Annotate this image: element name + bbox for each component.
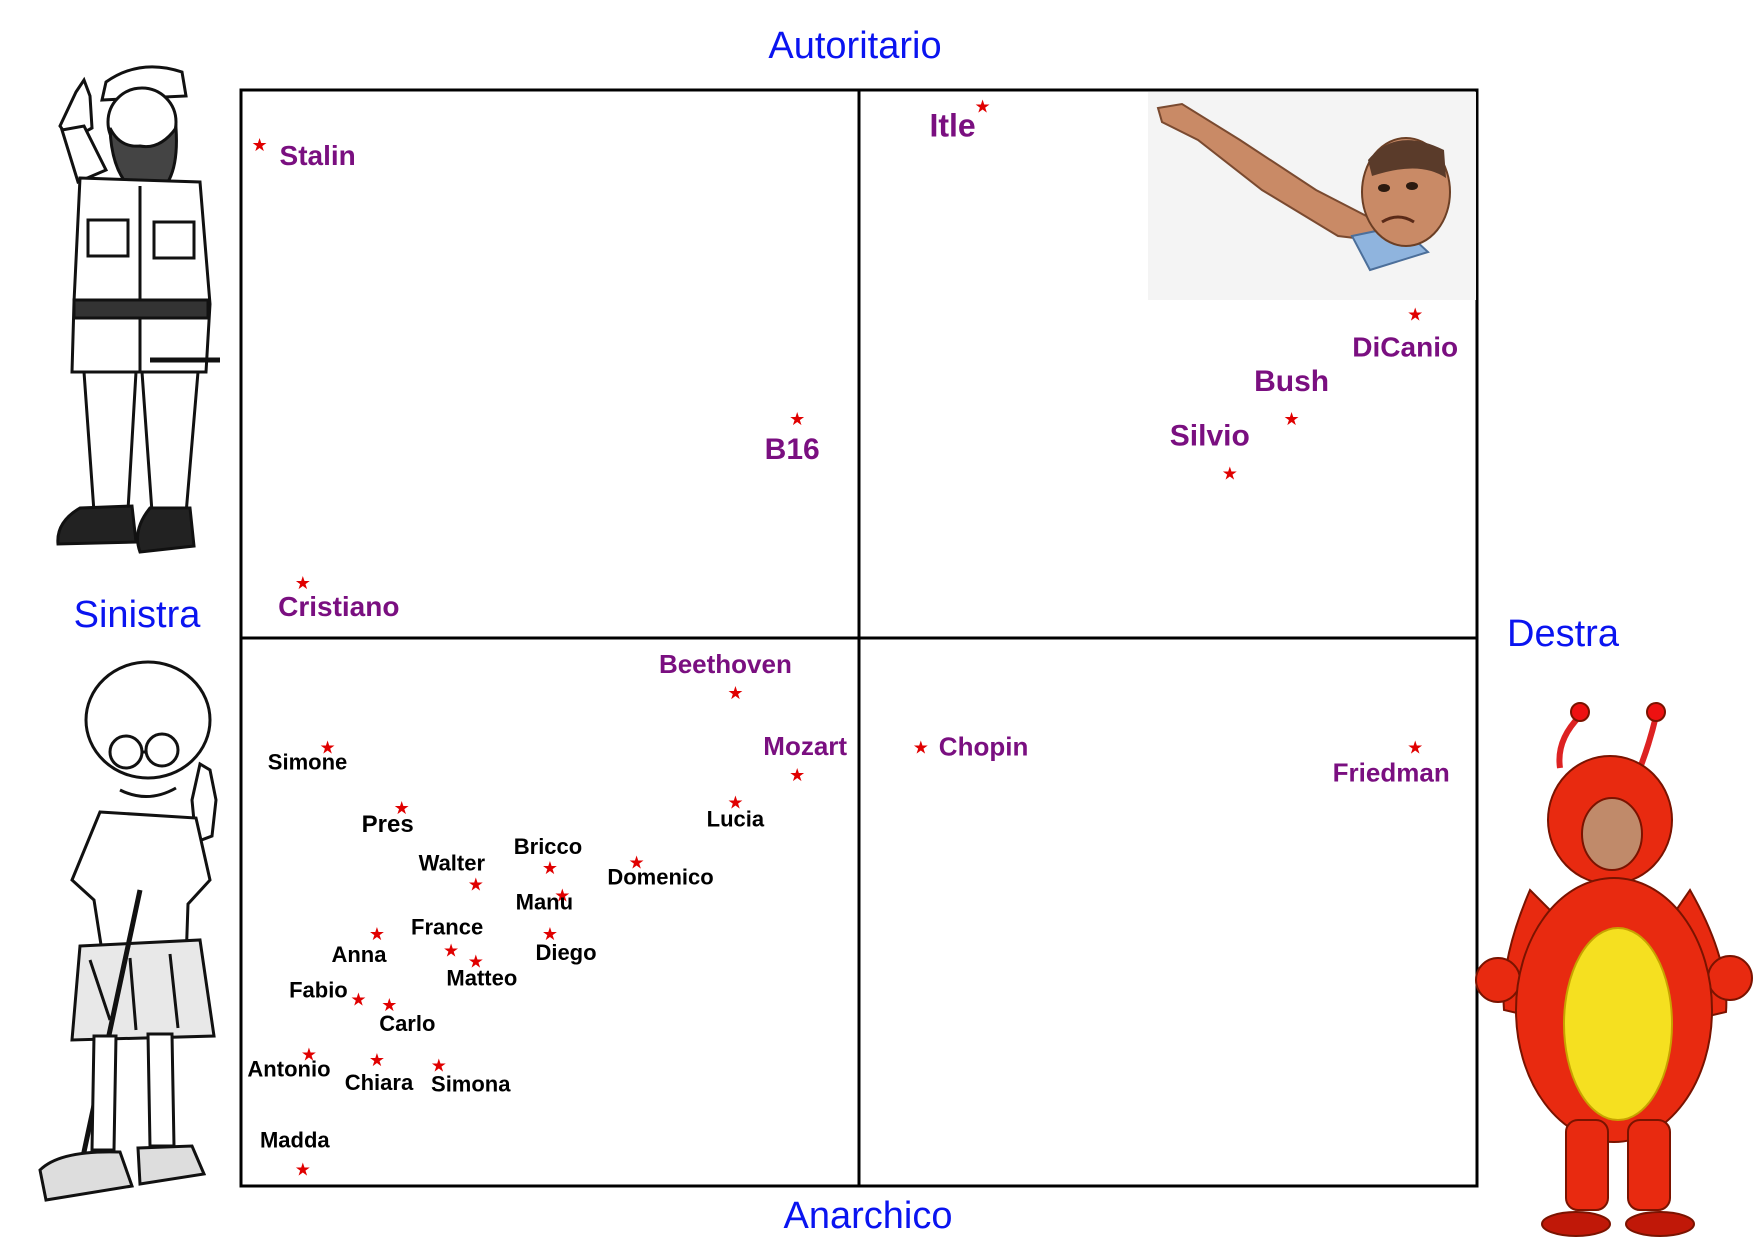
point-marker-simona: ★: [431, 1055, 447, 1076]
point-marker-simone: ★: [319, 738, 335, 759]
point-marker-itle: ★: [975, 96, 991, 117]
point-label-cristiano: Cristiano: [278, 591, 399, 622]
point-label-itle: Itle: [929, 107, 975, 143]
point-label-friedman: Friedman: [1333, 758, 1450, 788]
axis-label-left: Sinistra: [74, 594, 202, 636]
point-label-bricco: Bricco: [514, 834, 582, 859]
point-marker-anna: ★: [369, 924, 385, 945]
point-label-simone: Simone: [268, 750, 347, 775]
point-label-lucia: Lucia: [707, 806, 765, 831]
point-label-diego: Diego: [535, 940, 596, 965]
point-marker-carlo: ★: [381, 995, 397, 1016]
point-marker-bricco: ★: [542, 858, 558, 879]
point-label-manu: Manu: [516, 890, 573, 915]
point-marker-diego: ★: [542, 924, 558, 945]
point-label-bush: Bush: [1254, 365, 1329, 398]
point-marker-dicanio: ★: [1407, 305, 1423, 326]
point-label-antonio: Antonio: [247, 1056, 330, 1081]
point-label-madda: Madda: [260, 1128, 330, 1153]
point-marker-walter: ★: [468, 875, 484, 896]
point-label-b16: B16: [765, 433, 820, 466]
point-marker-b16: ★: [789, 409, 805, 430]
points-layer: ★ Stalin★Itle★DiCanio★Bush★Silvio★B16★Cri…: [247, 96, 1458, 1180]
point-label-chopin: Chopin: [939, 732, 1029, 762]
axis-label-bottom: Anarchico: [784, 1195, 953, 1237]
point-marker-silvio: ★: [1222, 464, 1238, 485]
point-label-carlo: Carlo: [379, 1011, 435, 1036]
point-marker-bush: ★: [1284, 409, 1300, 430]
point-label-dicanio: DiCanio: [1352, 332, 1458, 363]
point-marker-france: ★: [443, 940, 459, 961]
point-label-matteo: Matteo: [446, 965, 517, 990]
point-label-france: France: [411, 914, 483, 939]
point-marker-lucia: ★: [727, 792, 743, 813]
point-marker-pres: ★: [394, 798, 410, 819]
point-marker-stalin: ★: [251, 135, 267, 156]
gandhi-illustration: [38, 660, 218, 1202]
red-costume-illustration: [1475, 702, 1753, 1237]
axis-label-right: Destra: [1507, 613, 1620, 655]
axis-label-top: Autoritario: [768, 25, 941, 67]
point-label-anna: Anna: [331, 942, 387, 967]
point-marker-matteo: ★: [468, 951, 484, 972]
point-marker-chopin: ★: [913, 738, 929, 759]
point-marker-chiara: ★: [369, 1050, 385, 1071]
salute-illustration: [1148, 92, 1476, 300]
point-marker-fabio: ★: [350, 990, 366, 1011]
point-label-pres: Pres: [362, 811, 414, 838]
point-label-beethoven: Beethoven: [659, 649, 792, 679]
point-label-domenico: Domenico: [607, 865, 713, 890]
point-label-walter: Walter: [419, 851, 486, 876]
point-marker-friedman: ★: [1407, 738, 1423, 759]
point-label-simona: Simona: [431, 1071, 511, 1096]
point-label-silvio: Silvio: [1170, 420, 1250, 453]
point-marker-manu: ★: [554, 886, 570, 907]
point-marker-mozart: ★: [789, 765, 805, 786]
point-label-chiara: Chiara: [345, 1070, 414, 1095]
point-label-mozart: Mozart: [763, 731, 847, 761]
point-marker-beethoven: ★: [727, 683, 743, 704]
point-marker-antonio: ★: [301, 1044, 317, 1065]
point-marker-madda: ★: [295, 1160, 311, 1181]
point-marker-domenico: ★: [628, 853, 644, 874]
point-label-stalin: Stalin: [280, 140, 356, 171]
point-label-fabio: Fabio: [289, 978, 348, 1003]
point-marker-cristiano: ★: [295, 573, 311, 594]
bearded-soldier-illustration: [56, 65, 220, 554]
